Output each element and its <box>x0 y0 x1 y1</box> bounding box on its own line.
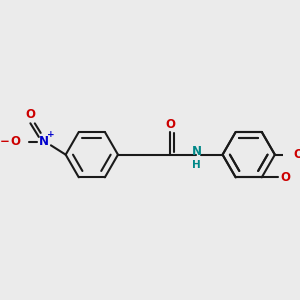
Text: O: O <box>293 148 300 161</box>
Text: O: O <box>11 135 21 148</box>
Text: −: − <box>0 135 9 148</box>
Text: +: + <box>47 130 55 139</box>
Text: O: O <box>26 108 35 122</box>
Text: N: N <box>38 135 49 148</box>
Text: N: N <box>191 146 201 158</box>
Text: O: O <box>165 118 175 130</box>
Text: O: O <box>280 171 290 184</box>
Text: H: H <box>192 160 201 170</box>
